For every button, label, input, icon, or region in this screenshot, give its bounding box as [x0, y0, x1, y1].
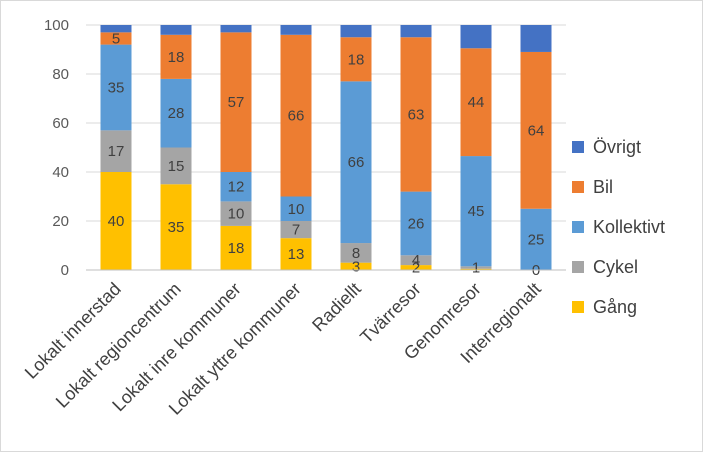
data-label: 10	[288, 201, 305, 218]
bar-segment	[520, 51, 552, 209]
legend-label: Kollektivt	[593, 217, 665, 237]
legend: Övrigt Bil Kollektivt Cykel Gång	[572, 137, 665, 317]
legend-swatch	[572, 261, 584, 273]
bar-segment	[460, 268, 492, 270]
bar-segment	[400, 25, 432, 38]
data-label: 10	[228, 206, 245, 223]
bar-segment	[280, 238, 312, 270]
bar-segment	[340, 243, 372, 263]
bar-segment	[280, 221, 312, 239]
bar-segment	[220, 32, 252, 172]
data-label: 35	[168, 219, 185, 236]
data-label: 12	[228, 179, 245, 196]
bar-segment	[220, 25, 252, 33]
data-label: 64	[528, 122, 545, 139]
bar-segment	[460, 25, 492, 49]
legend-swatch	[572, 301, 584, 313]
bar-segment	[160, 34, 192, 79]
data-label: 15	[168, 158, 185, 175]
y-tick-label: 20	[52, 213, 69, 230]
bar-segment	[160, 184, 192, 270]
bar-segment	[520, 25, 552, 52]
data-label: 18	[168, 49, 185, 66]
bar-segment	[280, 25, 312, 35]
data-label: 28	[168, 105, 185, 122]
bar-segment	[460, 156, 492, 267]
bar-segment	[100, 172, 132, 270]
data-label: 40	[108, 213, 125, 230]
bar-segment	[220, 225, 252, 270]
bar-segment	[220, 172, 252, 202]
data-label: 5	[112, 30, 120, 47]
legend-swatch	[572, 181, 584, 193]
bar-segment	[280, 34, 312, 197]
gridlines	[86, 24, 566, 271]
data-labels: 40 17 35 5 35 15 28 18 18 10 12 57 13 7 10 66 38 66 18 24 26…	[108, 30, 545, 279]
bar-segment	[160, 78, 192, 148]
y-axis: 0 20 40 60 80 100	[44, 17, 69, 279]
bar-segment	[520, 208, 552, 270]
data-label: 63	[408, 106, 425, 123]
bar-segment	[400, 37, 432, 192]
data-label: 44	[468, 94, 485, 111]
legend-swatch	[572, 221, 584, 233]
data-label: 13	[288, 246, 305, 263]
x-tick-label: Radiellt	[308, 279, 365, 336]
data-label: 35	[108, 79, 125, 96]
data-label: 4	[412, 252, 420, 269]
bar-segment	[340, 262, 372, 270]
legend-swatch	[572, 141, 584, 153]
bar-segment	[280, 196, 312, 221]
legend-label: Gång	[593, 297, 637, 317]
y-tick-label: 100	[44, 17, 69, 34]
legend-label: Övrigt	[593, 137, 641, 157]
bar-segment	[220, 201, 252, 226]
data-label: 25	[528, 231, 545, 248]
bar-segment	[100, 25, 132, 33]
data-label: 17	[108, 143, 125, 160]
bar-segment	[100, 130, 132, 172]
y-tick-label: 40	[52, 164, 69, 181]
y-tick-label: 80	[52, 66, 69, 83]
bar-segment	[160, 25, 192, 35]
data-label: 57	[228, 94, 245, 111]
data-label: 7	[292, 222, 300, 239]
bar-segment	[460, 266, 492, 269]
data-label: 45	[468, 203, 485, 220]
data-label: 18	[348, 51, 365, 68]
bar-segment	[460, 48, 492, 157]
bar-segment	[340, 37, 372, 82]
data-label: 66	[288, 108, 305, 125]
bar-segment	[400, 255, 432, 266]
data-label: 8	[352, 245, 360, 262]
bar-segment	[340, 81, 372, 244]
bar-segment	[100, 44, 132, 131]
legend-label: Bil	[593, 177, 613, 197]
y-tick-label: 0	[61, 262, 69, 279]
bar-segment	[160, 147, 192, 185]
legend-label: Cykel	[593, 257, 638, 277]
data-label: 2	[412, 260, 420, 277]
data-label: 26	[408, 215, 425, 232]
data-label: 3	[352, 258, 360, 275]
y-tick-label: 60	[52, 115, 69, 132]
data-label: 18	[228, 240, 245, 257]
data-label: 1	[472, 260, 480, 277]
bar-segment	[100, 32, 132, 45]
bar-segment	[400, 265, 432, 270]
bars	[100, 25, 552, 270]
bar-segment	[340, 25, 372, 38]
data-label: 66	[348, 154, 365, 171]
bar-segment	[400, 191, 432, 256]
